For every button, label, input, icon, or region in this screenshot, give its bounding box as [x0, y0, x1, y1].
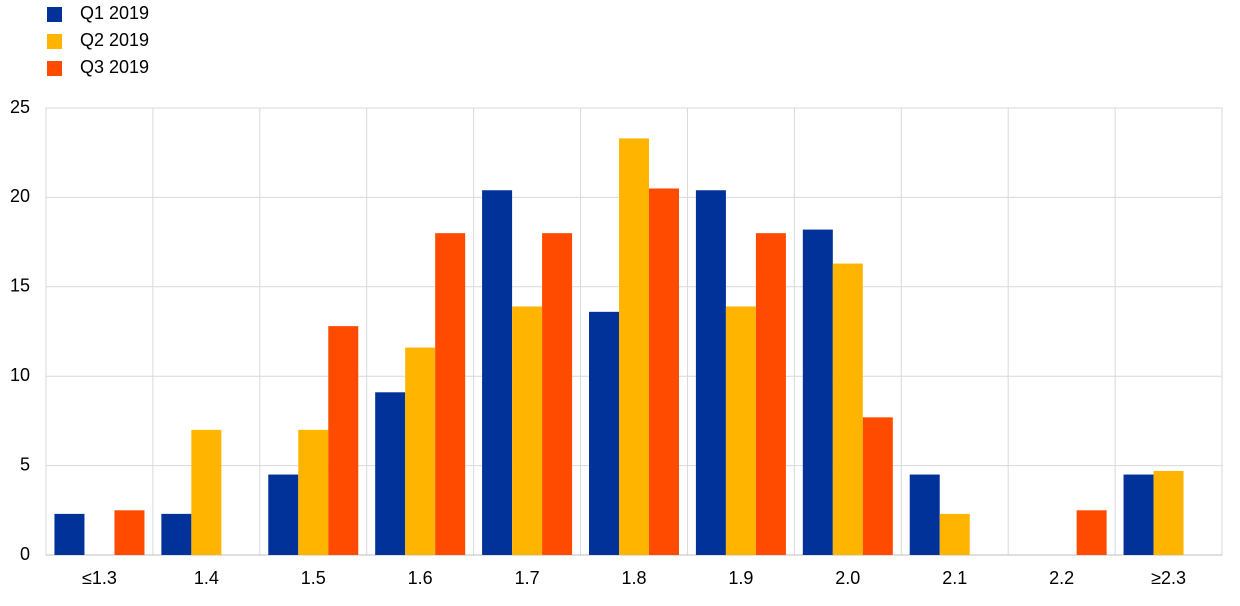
legend-swatch [47, 34, 62, 49]
x-tick-label: ≤1.3 [82, 568, 117, 588]
x-tick-label: 2.2 [1049, 568, 1074, 588]
bar [909, 474, 940, 555]
bar [1123, 474, 1154, 555]
x-tick-label: 1.7 [515, 568, 540, 588]
bar [802, 229, 833, 556]
bar [589, 311, 619, 555]
bar [695, 190, 726, 556]
bar [542, 233, 573, 555]
y-tick-label: 5 [20, 454, 30, 474]
y-tick-label: 25 [10, 97, 30, 117]
bar [725, 306, 756, 555]
bar [405, 347, 436, 555]
bar [1076, 510, 1107, 555]
bar [114, 510, 145, 555]
bar [435, 233, 466, 555]
bar [939, 513, 970, 555]
y-tick-label: 15 [10, 276, 30, 296]
x-tick-label: 1.9 [728, 568, 753, 588]
bar [832, 263, 863, 555]
bar [512, 306, 543, 555]
bar [1153, 470, 1184, 555]
x-tick-label: 2.1 [942, 568, 967, 588]
bar [649, 188, 679, 555]
x-tick-label: 1.5 [301, 568, 326, 588]
legend-swatch [47, 7, 62, 22]
bar [619, 138, 649, 555]
bar [328, 326, 359, 555]
legend-label: Q2 2019 [80, 30, 149, 50]
bar [268, 474, 299, 555]
bar [161, 513, 192, 555]
bar [191, 429, 222, 555]
x-tick-label: 1.8 [621, 568, 646, 588]
y-tick-label: 20 [10, 186, 30, 206]
y-tick-label: 0 [20, 544, 30, 564]
legend-swatch [47, 61, 62, 76]
bar [375, 392, 406, 555]
bar [755, 233, 786, 555]
legend-label: Q1 2019 [80, 3, 149, 23]
x-tick-label: 1.6 [408, 568, 433, 588]
y-tick-label: 10 [10, 365, 30, 385]
legend-label: Q3 2019 [80, 57, 149, 77]
bar [298, 429, 329, 555]
bar [482, 190, 513, 556]
bar [862, 417, 893, 555]
bar [54, 513, 85, 555]
x-tick-label: 1.4 [194, 568, 219, 588]
x-tick-label: ≥2.3 [1151, 568, 1186, 588]
x-tick-label: 2.0 [835, 568, 860, 588]
